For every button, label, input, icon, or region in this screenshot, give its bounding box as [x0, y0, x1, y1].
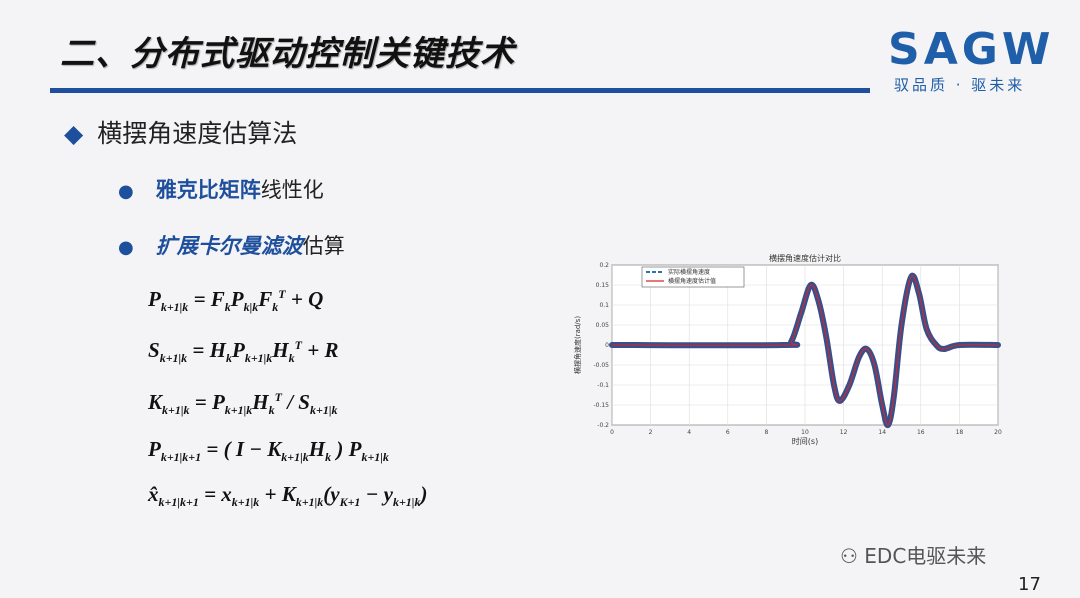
series-estimate-line	[611, 275, 999, 426]
logo: SAGW	[888, 24, 1055, 75]
x-tick-label: 20	[994, 429, 1002, 436]
watermark-text: EDC电驱未来	[864, 544, 987, 568]
x-tick-label: 14	[878, 429, 886, 436]
bullet-bold: 雅克比矩阵	[155, 178, 261, 202]
x-tick-label: 4	[687, 429, 691, 436]
x-tick-label: 8	[764, 429, 768, 436]
section-heading: ◆ 横摆角速度估算法	[64, 114, 297, 150]
bullet-bold: 扩展卡尔曼滤波	[155, 234, 303, 258]
y-tick-label: 0.05	[596, 322, 610, 329]
y-tick-label: -0.1	[597, 382, 609, 389]
page-number: 17	[1018, 574, 1041, 595]
legend-label: 横摆角速度估计值	[668, 277, 716, 285]
bullet-item: ● 扩展卡尔曼滤波估算	[118, 230, 345, 260]
y-tick-label: 0.1	[599, 302, 609, 309]
y-tick-label: 0	[605, 342, 609, 349]
watermark: ⚇ EDC电驱未来	[840, 540, 986, 569]
yaw-rate-chart: 0 2 4 6 8 10 12 14 16 18 20 -0.2 -0.15 -0.1 -0.05 0 0.05…	[573, 253, 1002, 446]
equation-2: Sk+1|k = HkPk+1|kHkT + R	[148, 338, 339, 366]
y-tick-label: 0.2	[599, 262, 609, 269]
bullet-text: 线性化	[260, 178, 324, 202]
slide-title: 二、分布式驱动控制关键技术	[60, 34, 515, 74]
chart-title: 横摆角速度估计对比	[769, 253, 841, 263]
bullet-icon: ●	[118, 237, 134, 258]
y-tick-label: 0.15	[596, 282, 610, 289]
bullet-item: ● 雅克比矩阵线性化	[118, 174, 324, 204]
legend: 实际横摆角速度 横摆角速度估计值	[641, 266, 745, 288]
y-axis-label: 横摆角速度(rad/s)	[573, 316, 582, 374]
x-tick-label: 18	[956, 429, 964, 436]
equation-5: x̂k+1|k+1 = xk+1|k + Kk+1|k(yK+1 − yk+1|…	[148, 482, 428, 510]
y-tick-label: -0.2	[597, 422, 609, 429]
x-tick-label: 6	[726, 429, 730, 436]
equation-1: Pk+1|k = FkPk|kFkT + Q	[148, 287, 324, 315]
legend-label: 实际横摆角速度	[668, 268, 710, 276]
bullet-icon: ●	[118, 181, 134, 202]
title-underline	[50, 88, 870, 93]
y-tick-label: -0.15	[593, 402, 609, 409]
x-tick-label: 16	[917, 429, 925, 436]
bullet-text: 估算	[302, 234, 345, 258]
logo-slogan: 驭品质 · 驱未来	[894, 76, 1026, 94]
x-tick-label: 2	[649, 429, 653, 436]
x-axis-label: 时间(s)	[792, 436, 818, 446]
equation-3: Kk+1|k = Pk+1|kHkT / Sk+1|k	[148, 390, 338, 418]
diamond-bullet-icon: ◆	[64, 119, 84, 148]
wechat-icon: ⚇	[840, 544, 858, 568]
section-heading-text: 横摆角速度估算法	[97, 119, 298, 148]
x-tick-label: 0	[610, 429, 614, 436]
x-tick-label: 12	[840, 429, 848, 436]
x-tick-label: 10	[801, 429, 809, 436]
y-tick-label: -0.05	[593, 362, 609, 369]
equation-4: Pk+1|k+1 = ( I − Kk+1|kHk ) Pk+1|k	[148, 437, 389, 465]
